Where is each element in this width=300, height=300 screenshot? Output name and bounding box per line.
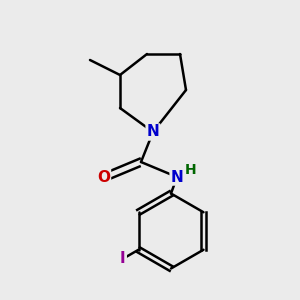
Text: N: N xyxy=(147,124,159,140)
Text: I: I xyxy=(120,251,126,266)
Text: O: O xyxy=(97,169,110,184)
Text: H: H xyxy=(185,164,196,177)
Text: N: N xyxy=(171,169,183,184)
